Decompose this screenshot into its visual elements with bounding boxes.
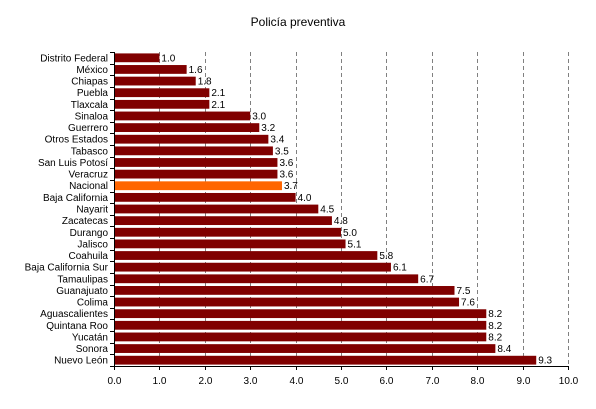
category-label: Nacional xyxy=(69,181,108,192)
category-label: Distrito Federal xyxy=(40,53,108,64)
value-label: 5.0 xyxy=(343,228,357,239)
x-tick-label: 2.0 xyxy=(199,376,213,387)
category-label: San Luis Potosí xyxy=(38,158,108,169)
bar xyxy=(115,192,296,202)
bar xyxy=(115,123,260,132)
value-label: 7.5 xyxy=(457,286,471,297)
category-label: Chiapas xyxy=(71,77,108,88)
bar xyxy=(115,332,487,342)
value-label: 1.8 xyxy=(198,77,212,88)
chart-title: Policía preventiva xyxy=(251,15,346,29)
bar xyxy=(115,88,210,98)
category-label: Yucatán xyxy=(72,332,108,343)
bar xyxy=(115,181,282,191)
category-label: Zacatecas xyxy=(62,216,108,227)
category-label: Tabasco xyxy=(71,146,109,157)
category-label: Guerrero xyxy=(68,123,108,134)
value-label: 6.1 xyxy=(393,263,407,274)
value-labels: 1.01.61.82.12.13.03.23.43.53.63.63.74.04… xyxy=(161,53,552,366)
value-label: 1.6 xyxy=(189,65,203,76)
category-labels: Distrito FederalMéxicoChiapasPueblaTlaxc… xyxy=(25,52,114,367)
bar xyxy=(115,76,196,86)
category-label: Veracruz xyxy=(69,170,108,181)
bar xyxy=(115,169,278,179)
category-label: Jalisco xyxy=(77,239,108,250)
value-label: 3.0 xyxy=(252,111,266,122)
bar xyxy=(115,320,487,330)
bar xyxy=(115,111,251,121)
bars xyxy=(115,53,537,365)
bar xyxy=(115,146,273,156)
value-label: 5.1 xyxy=(348,239,362,250)
value-label: 9.3 xyxy=(538,356,552,367)
x-tick-label: 5.0 xyxy=(335,376,349,387)
x-tick-label: 1.0 xyxy=(153,376,167,387)
value-label: 3.6 xyxy=(279,158,293,169)
x-tick-label: 4.0 xyxy=(290,376,304,387)
category-label: Sonora xyxy=(76,344,109,355)
bar xyxy=(115,274,419,284)
x-axis: 0.0 1.0 2.0 3.0 4.0 5.0 6.0 7.0 8.0 9.0 10.0 xyxy=(108,366,579,387)
x-tick-label: 3.0 xyxy=(244,376,258,387)
bar xyxy=(115,134,269,144)
category-label: México xyxy=(76,65,108,76)
value-label: 3.6 xyxy=(279,170,293,181)
bar xyxy=(115,53,160,63)
value-label: 3.2 xyxy=(261,123,275,134)
bar xyxy=(115,355,537,365)
value-label: 3.7 xyxy=(284,181,298,192)
value-label: 1.0 xyxy=(161,53,175,64)
bar xyxy=(115,251,378,260)
value-label: 4.8 xyxy=(334,216,348,227)
x-tick-label: 6.0 xyxy=(380,376,394,387)
category-label: Tlaxcala xyxy=(71,100,109,111)
value-label: 2.1 xyxy=(211,88,225,99)
bar xyxy=(115,239,346,249)
value-label: 5.8 xyxy=(379,251,393,262)
bar xyxy=(115,297,460,307)
category-label: Nayarit xyxy=(76,205,108,216)
value-label: 3.5 xyxy=(275,146,289,157)
category-label: Guanajuato xyxy=(56,286,108,297)
category-label: Tamaulipas xyxy=(57,274,108,285)
x-tick-label: 0.0 xyxy=(108,376,122,387)
bar xyxy=(115,158,278,167)
bar xyxy=(115,65,187,74)
x-tick-label: 8.0 xyxy=(471,376,485,387)
value-label: 8.4 xyxy=(497,344,511,355)
value-label: 2.1 xyxy=(211,100,225,111)
category-label: Aguascalientes xyxy=(40,309,108,320)
value-label: 8.2 xyxy=(488,321,502,332)
category-label: Coahuila xyxy=(69,251,109,262)
category-label: Puebla xyxy=(77,88,109,99)
bar xyxy=(115,262,391,272)
bar xyxy=(115,344,496,353)
category-label: Baja California Sur xyxy=(25,263,109,274)
category-label: Otros Estados xyxy=(45,135,108,146)
bar xyxy=(115,286,455,295)
category-label: Quintana Roo xyxy=(46,321,108,332)
value-label: 7.6 xyxy=(461,298,475,309)
category-label: Colima xyxy=(77,298,109,309)
value-label: 6.7 xyxy=(420,274,434,285)
bar xyxy=(115,99,210,109)
category-label: Durango xyxy=(70,228,109,239)
value-label: 8.2 xyxy=(488,332,502,343)
category-label: Sinaloa xyxy=(75,111,109,122)
x-tick-label: 10.0 xyxy=(559,376,579,387)
category-label: Baja California xyxy=(43,193,108,204)
bar xyxy=(115,204,319,214)
x-tick-label: 7.0 xyxy=(426,376,440,387)
category-label: Nuevo León xyxy=(54,356,108,367)
value-label: 4.5 xyxy=(320,205,334,216)
bar xyxy=(115,216,332,226)
bar xyxy=(115,309,487,319)
value-label: 8.2 xyxy=(488,309,502,320)
bar xyxy=(115,227,341,237)
value-label: 3.4 xyxy=(270,135,284,146)
value-label: 4.0 xyxy=(298,193,312,204)
x-tick-label: 9.0 xyxy=(517,376,531,387)
